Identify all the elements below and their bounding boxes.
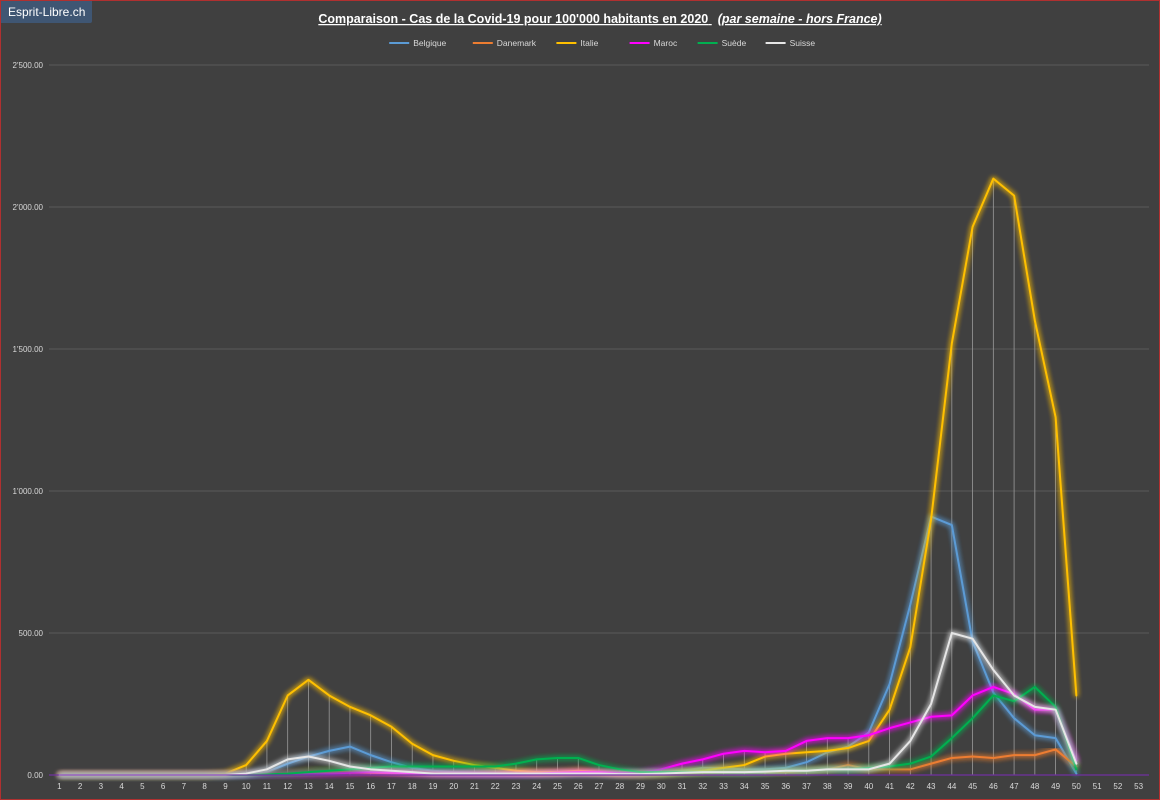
y-tick-label: 2'500.00 [13,61,44,70]
legend-label: Suisse [790,38,816,48]
x-tick-label: 42 [906,782,915,791]
x-tick-label: 18 [408,782,417,791]
series-line-belgique [58,515,1078,776]
series-line-suisse [58,632,1078,776]
x-tick-label: 30 [657,782,666,791]
y-tick-label: 1'000.00 [13,487,44,496]
x-tick-label: 43 [927,782,936,791]
x-tick-label: 1 [57,782,62,791]
y-tick-label: 1'500.00 [13,345,44,354]
y-tick-label: 0.00 [27,771,43,780]
x-tick-label: 41 [885,782,894,791]
x-tick-label: 10 [242,782,251,791]
legend-item: Italie [556,38,599,48]
x-tick-label: 17 [387,782,396,791]
x-tick-label: 37 [802,782,811,791]
title-main: Comparaison - Cas de la Covid-19 pour 10… [318,12,708,26]
x-tick-label: 28 [615,782,624,791]
legend-label: Italie [580,38,598,48]
drop-lines [225,178,1077,775]
series-line-suède [58,685,1078,776]
x-tick-label: 5 [140,782,145,791]
x-tick-label: 47 [1010,782,1019,791]
x-tick-label: 19 [429,782,438,791]
x-tick-label: 39 [844,782,853,791]
legend-item: Danemark [472,38,537,48]
legend-label: Suède [722,38,747,48]
legend-item: Suisse [765,38,816,48]
series-line-maroc [58,685,1078,776]
x-tick-label: 46 [989,782,998,791]
y-tick-label: 2'000.00 [13,203,44,212]
x-tick-label: 13 [304,782,313,791]
x-tick-label: 35 [761,782,770,791]
legend-label: Danemark [497,38,537,48]
legend-item: Suède [697,38,747,48]
x-tick-label: 6 [161,782,166,791]
x-tick-label: 34 [740,782,749,791]
x-tick-label: 36 [781,782,790,791]
x-tick-label: 44 [947,782,956,791]
site-watermark: Esprit-Libre.ch [1,1,93,23]
x-tick-label: 20 [449,782,458,791]
x-tick-label: 22 [491,782,500,791]
x-tick-label: 53 [1134,782,1143,791]
gridlines [49,64,1149,634]
x-tick-label: 9 [223,782,228,791]
legend-label: Belgique [413,38,446,48]
y-axis: 0.00 500.00 1'000.00 1'500.00 2'000.00 2'500.… [13,61,44,780]
x-tick-label: 21 [470,782,479,791]
x-tick-label: 2 [78,782,83,791]
x-tick-label: 52 [1113,782,1122,791]
x-tick-label: 11 [263,782,272,791]
x-tick-label: 49 [1051,782,1060,791]
x-tick-label: 4 [119,782,124,791]
series-layer [58,177,1078,776]
x-tick-label: 50 [1072,782,1081,791]
x-tick-label: 40 [864,782,873,791]
x-tick-label: 12 [283,782,292,791]
legend: Belgique Danemark Italie Maroc Suède Suisse [389,38,815,48]
x-tick-label: 32 [698,782,707,791]
x-tick-label: 23 [512,782,521,791]
x-tick-label: 24 [532,782,541,791]
x-tick-label: 51 [1093,782,1102,791]
x-tick-label: 15 [345,782,354,791]
legend-item: Maroc [629,38,678,48]
chart-title: Comparaison - Cas de la Covid-19 pour 10… [318,12,881,26]
x-tick-label: 45 [968,782,977,791]
x-tick-label: 38 [823,782,832,791]
x-tick-label: 25 [553,782,562,791]
x-tick-label: 31 [678,782,687,791]
x-tick-label: 3 [99,782,104,791]
series-line-italie [58,177,1078,776]
legend-item: Belgique [389,38,447,48]
x-axis: 1 2 3 4 5 6 7 8 9 10 11 12 13 14 15 16 17 18 19 20 21 22 23 24 2… [49,774,1149,791]
x-tick-label: 16 [366,782,375,791]
y-tick-label: 500.00 [19,629,44,638]
x-tick-label: 29 [636,782,645,791]
x-tick-label: 7 [182,782,187,791]
x-tick-label: 27 [595,782,604,791]
legend-label: Maroc [654,38,678,48]
x-tick-label: 14 [325,782,334,791]
x-tick-label: 33 [719,782,728,791]
x-tick-label: 26 [574,782,583,791]
x-tick-label: 48 [1030,782,1039,791]
x-tick-label: 8 [202,782,207,791]
title-sub: (par semaine - hors France) [718,12,882,26]
